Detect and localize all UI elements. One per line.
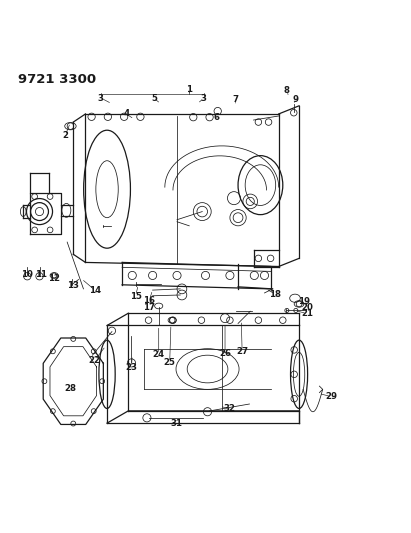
Text: 9721 3300: 9721 3300 [18, 73, 97, 86]
Text: 13: 13 [67, 281, 79, 290]
Text: 7: 7 [232, 95, 238, 104]
Text: 5: 5 [151, 94, 157, 102]
Text: 25: 25 [164, 358, 175, 367]
Text: 28: 28 [65, 384, 76, 393]
Text: 3: 3 [98, 94, 104, 102]
Text: 20: 20 [301, 303, 313, 312]
Text: 29: 29 [326, 392, 337, 401]
Text: 16: 16 [143, 296, 155, 305]
Text: 22: 22 [89, 356, 101, 365]
Text: 14: 14 [89, 286, 101, 295]
Text: 10: 10 [21, 270, 33, 279]
Text: 12: 12 [48, 274, 60, 283]
Text: 4: 4 [123, 109, 129, 118]
Text: 9: 9 [292, 95, 298, 104]
Text: 23: 23 [125, 363, 137, 372]
Text: 21: 21 [301, 309, 313, 318]
Text: 18: 18 [270, 289, 282, 298]
Text: 26: 26 [219, 349, 231, 358]
Text: 6: 6 [213, 112, 219, 122]
Text: 27: 27 [236, 346, 248, 356]
Text: 2: 2 [62, 131, 68, 140]
Text: 32: 32 [223, 405, 235, 414]
Text: 19: 19 [298, 297, 310, 306]
Text: 3: 3 [201, 94, 207, 102]
Text: 24: 24 [152, 350, 165, 359]
Text: 31: 31 [170, 419, 182, 428]
Text: 8: 8 [284, 86, 290, 95]
Text: 11: 11 [35, 270, 47, 279]
Text: 15: 15 [129, 292, 141, 301]
Text: 17: 17 [143, 303, 155, 312]
Text: 1: 1 [186, 85, 192, 94]
